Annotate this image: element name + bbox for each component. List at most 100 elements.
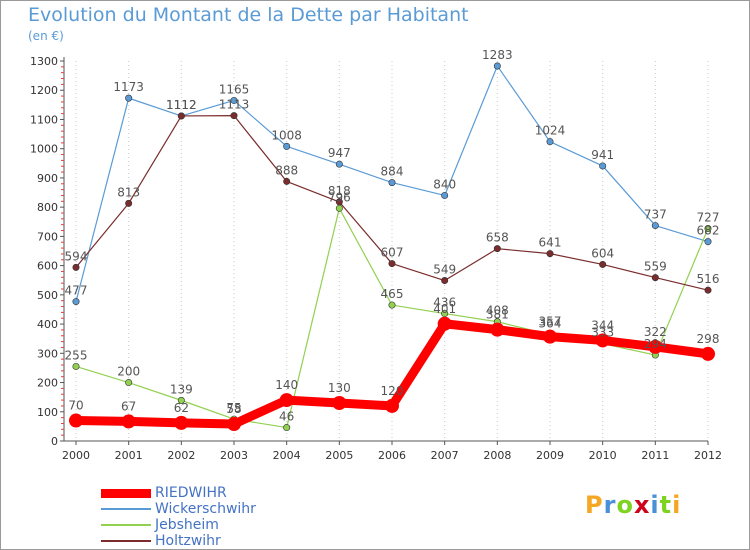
logo-letter: o bbox=[616, 491, 634, 519]
data-label-jebsheim-2004: 46 bbox=[279, 410, 294, 424]
x-tick-label-2001: 2001 bbox=[115, 449, 143, 462]
x-tick-label-2000: 2000 bbox=[62, 449, 90, 462]
data-label-wickerschwihr-2000: 477 bbox=[65, 284, 88, 298]
data-label-holtzwihr-2011: 559 bbox=[644, 260, 667, 274]
data-point-wickerschwihr-2003 bbox=[230, 96, 238, 104]
data-point-jebsheim-2005 bbox=[335, 204, 343, 212]
data-label-jebsheim-2005: 796 bbox=[328, 190, 351, 204]
data-label-holtzwihr-2005: 818 bbox=[328, 184, 351, 198]
data-label-wickerschwihr-2006: 884 bbox=[381, 165, 404, 179]
legend-label-jebsheim: Jebsheim bbox=[155, 517, 219, 533]
data-point-holtzwihr-2007 bbox=[441, 277, 449, 285]
data-label-wickerschwihr-2011: 737 bbox=[644, 208, 667, 222]
legend-label-riedwihr: RIEDWIHR bbox=[155, 485, 227, 501]
data-point-riedwihr-2006 bbox=[385, 398, 399, 413]
x-tick-label-2009: 2009 bbox=[536, 449, 564, 462]
data-label-wickerschwihr-2004: 1008 bbox=[271, 128, 302, 142]
data-label-riedwihr-2003: 58 bbox=[226, 402, 241, 416]
legend-label-wickerschwihr: Wickerschwihr bbox=[155, 501, 256, 517]
data-point-jebsheim-2006 bbox=[388, 301, 396, 309]
data-point-wickerschwihr-2007 bbox=[441, 191, 449, 199]
data-label-riedwihr-2000: 70 bbox=[68, 399, 83, 413]
data-label-holtzwihr-2000: 594 bbox=[65, 249, 88, 263]
x-tick-label-2002: 2002 bbox=[167, 449, 195, 462]
y-tick-label-600: 600 bbox=[37, 260, 58, 273]
logo-letter: r bbox=[603, 491, 617, 519]
x-tick-label-2008: 2008 bbox=[483, 449, 511, 462]
data-point-riedwihr-2012 bbox=[701, 346, 715, 361]
data-label-riedwihr-2009: 357 bbox=[539, 315, 562, 329]
data-point-riedwihr-2002 bbox=[174, 415, 189, 430]
y-tick-label-100: 100 bbox=[37, 406, 58, 419]
data-point-riedwihr-2001 bbox=[121, 414, 136, 429]
y-tick-label-900: 900 bbox=[37, 172, 58, 185]
x-tick-label-2011: 2011 bbox=[641, 449, 669, 462]
logo-letter: t bbox=[659, 491, 673, 519]
data-label-holtzwihr-2001: 813 bbox=[117, 185, 140, 199]
y-tick-label-500: 500 bbox=[37, 289, 58, 302]
data-point-riedwihr-2005 bbox=[332, 396, 347, 410]
data-point-wickerschwihr-2000 bbox=[72, 298, 80, 306]
data-point-holtzwihr-2000 bbox=[72, 263, 80, 271]
data-point-wickerschwihr-2001 bbox=[125, 94, 133, 102]
unit-label: (en €) bbox=[28, 29, 64, 43]
data-label-riedwihr-2008: 381 bbox=[486, 308, 509, 322]
legend-swatch-jebsheim bbox=[101, 524, 151, 526]
data-point-riedwihr-2010 bbox=[595, 333, 610, 348]
proxiti-logo: Proxiti bbox=[585, 491, 681, 519]
legend-swatch-riedwihr bbox=[101, 489, 151, 498]
data-point-holtzwihr-2012 bbox=[704, 286, 712, 294]
y-tick-label-800: 800 bbox=[37, 201, 58, 214]
data-label-riedwihr-2012: 298 bbox=[697, 332, 720, 346]
data-label-wickerschwihr-2002: 1112 bbox=[166, 98, 197, 112]
data-label-jebsheim-2001: 200 bbox=[117, 365, 140, 379]
data-label-jebsheim-2009: 364 bbox=[539, 317, 562, 331]
data-point-holtzwihr-2004 bbox=[283, 177, 291, 185]
chart-title: Evolution du Montant de la Dette par Hab… bbox=[28, 4, 469, 26]
data-label-wickerschwihr-2008: 1283 bbox=[482, 48, 513, 62]
data-point-holtzwihr-2005 bbox=[335, 198, 343, 206]
data-label-jebsheim-2011: 294 bbox=[644, 337, 667, 351]
data-point-wickerschwihr-2008 bbox=[493, 62, 501, 70]
y-tick-label-0: 0 bbox=[51, 435, 58, 448]
x-tick-label-2007: 2007 bbox=[431, 449, 459, 462]
data-point-wickerschwihr-2009 bbox=[546, 138, 554, 146]
data-point-wickerschwihr-2010 bbox=[599, 162, 607, 170]
legend-label-holtzwihr: Holtzwihr bbox=[155, 533, 221, 549]
x-tick-label-2003: 2003 bbox=[220, 449, 248, 462]
data-label-wickerschwihr-2009: 1024 bbox=[535, 124, 566, 138]
data-label-jebsheim-2000: 255 bbox=[65, 348, 88, 362]
data-point-wickerschwihr-2005 bbox=[335, 160, 343, 168]
data-label-jebsheim-2008: 408 bbox=[486, 304, 509, 318]
data-label-holtzwihr-2012: 516 bbox=[697, 272, 720, 286]
data-point-holtzwihr-2006 bbox=[388, 260, 396, 268]
data-label-jebsheim-2012: 727 bbox=[697, 210, 720, 224]
data-label-riedwihr-2011: 322 bbox=[644, 325, 667, 339]
data-label-wickerschwihr-2001: 1173 bbox=[113, 80, 144, 94]
data-label-holtzwihr-2003: 1113 bbox=[219, 98, 250, 112]
data-point-riedwihr-2000 bbox=[69, 413, 83, 428]
data-point-holtzwihr-2008 bbox=[493, 245, 501, 253]
data-point-holtzwihr-2011 bbox=[651, 274, 659, 282]
data-point-wickerschwihr-2011 bbox=[651, 222, 659, 230]
data-point-riedwihr-2004 bbox=[279, 393, 294, 408]
y-tick-label-700: 700 bbox=[37, 230, 58, 243]
data-label-riedwihr-2010: 344 bbox=[591, 318, 614, 332]
data-label-jebsheim-2007: 436 bbox=[433, 296, 456, 310]
data-label-riedwihr-2005: 130 bbox=[328, 381, 351, 395]
x-tick-label-2005: 2005 bbox=[325, 449, 353, 462]
data-point-holtzwihr-2003 bbox=[230, 112, 238, 120]
y-tick-label-400: 400 bbox=[37, 318, 58, 331]
data-label-riedwihr-2006: 120 bbox=[381, 384, 404, 398]
logo-letter: x bbox=[633, 491, 651, 519]
logo-letter: i bbox=[650, 491, 660, 519]
data-point-wickerschwihr-2012 bbox=[704, 238, 712, 246]
data-label-holtzwihr-2007: 549 bbox=[433, 263, 456, 277]
data-point-jebsheim-2007 bbox=[441, 310, 449, 318]
data-label-wickerschwihr-2003: 1165 bbox=[219, 82, 250, 96]
data-label-holtzwihr-2006: 607 bbox=[381, 246, 404, 260]
data-point-jebsheim-2004 bbox=[283, 424, 291, 432]
x-tick-label-2012: 2012 bbox=[694, 449, 722, 462]
